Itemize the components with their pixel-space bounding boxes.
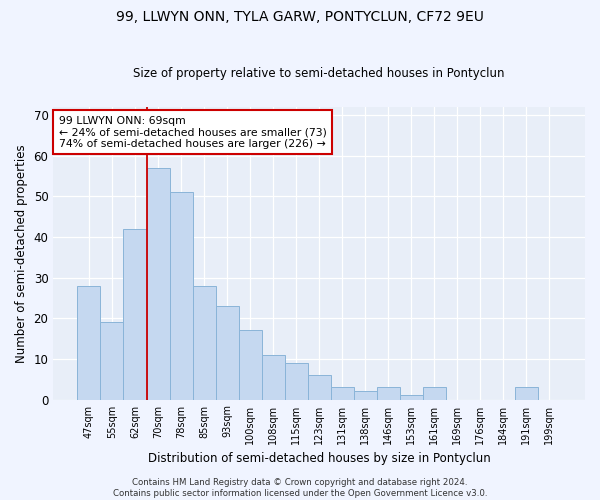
Bar xyxy=(515,388,538,400)
Bar xyxy=(284,363,308,400)
Bar xyxy=(400,396,423,400)
Title: Size of property relative to semi-detached houses in Pontyclun: Size of property relative to semi-detach… xyxy=(133,66,505,80)
Bar xyxy=(308,375,331,400)
Bar xyxy=(262,355,284,400)
Text: Contains HM Land Registry data © Crown copyright and database right 2024.
Contai: Contains HM Land Registry data © Crown c… xyxy=(113,478,487,498)
Bar xyxy=(215,306,239,400)
Bar xyxy=(239,330,262,400)
Y-axis label: Number of semi-detached properties: Number of semi-detached properties xyxy=(15,144,28,362)
Bar xyxy=(193,286,215,400)
Bar xyxy=(100,322,124,400)
X-axis label: Distribution of semi-detached houses by size in Pontyclun: Distribution of semi-detached houses by … xyxy=(148,452,491,465)
Bar xyxy=(170,192,193,400)
Bar xyxy=(124,229,146,400)
Bar xyxy=(77,286,100,400)
Bar xyxy=(353,392,377,400)
Text: 99 LLWYN ONN: 69sqm
← 24% of semi-detached houses are smaller (73)
74% of semi-d: 99 LLWYN ONN: 69sqm ← 24% of semi-detach… xyxy=(59,116,326,149)
Bar xyxy=(146,168,170,400)
Bar xyxy=(423,388,446,400)
Bar xyxy=(377,388,400,400)
Bar xyxy=(331,388,353,400)
Text: 99, LLWYN ONN, TYLA GARW, PONTYCLUN, CF72 9EU: 99, LLWYN ONN, TYLA GARW, PONTYCLUN, CF7… xyxy=(116,10,484,24)
